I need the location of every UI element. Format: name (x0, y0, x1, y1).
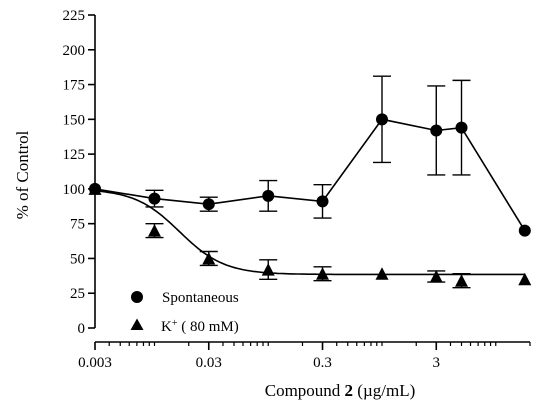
data-point-k-80-mm (429, 270, 443, 283)
data-point-spontaneous (148, 192, 161, 205)
y-tick-label: 225 (63, 8, 86, 24)
legend-marker-k80 (130, 318, 144, 330)
x-axis: 0.003 0.03 0.3 3 (78, 341, 531, 371)
data-point-spontaneous (455, 121, 468, 134)
x-tick-label: 3 (433, 355, 441, 371)
data-point-k-80-mm (455, 274, 469, 287)
y-axis: 0 25 50 75 100 125 150 175 200 225 (63, 8, 96, 337)
fit-curve-k-80-mm (94, 190, 525, 276)
y-tick-label: 50 (70, 251, 85, 267)
legend-label-spontaneous: Spontaneous (162, 290, 239, 306)
y-tick-label: 100 (63, 182, 86, 198)
data-point-k-80-mm (261, 263, 275, 276)
data-point-k-80-mm (88, 182, 102, 195)
x-axis-title: Compound 2 (µg/mL) (265, 381, 416, 400)
y-tick-label: 25 (70, 286, 85, 302)
data-point-spontaneous (316, 195, 329, 208)
y-tick-label: 125 (63, 147, 86, 163)
data-point-k-80-mm (518, 272, 532, 286)
legend-marker-spontaneous (131, 291, 143, 303)
x-tick-label: 0.03 (196, 355, 222, 371)
data-point-k-80-mm (147, 224, 161, 237)
data-point-spontaneous (262, 189, 275, 202)
x-tick-label: 0.003 (78, 355, 112, 371)
series-k-80-mm (88, 182, 532, 289)
data-point-spontaneous (202, 198, 215, 211)
plot-area (88, 75, 532, 289)
y-tick-label: 150 (63, 112, 86, 128)
data-point-k-80-mm (202, 251, 216, 265)
data-point-k-80-mm (316, 267, 330, 280)
series-spontaneous (89, 75, 531, 237)
data-point-spontaneous (518, 224, 531, 237)
y-tick-label: 75 (70, 217, 85, 233)
y-tick-label: 175 (63, 78, 86, 94)
data-point-spontaneous (430, 124, 443, 137)
x-tick-label: 0.3 (313, 355, 332, 371)
legend: Spontaneous K+ ( 80 mM) (130, 290, 239, 336)
y-tick-label: 0 (78, 321, 86, 337)
data-point-spontaneous (375, 113, 388, 126)
y-axis-title: % of Control (13, 130, 32, 219)
y-tick-label: 200 (63, 43, 86, 59)
legend-label-k80: K+ ( 80 mM) (161, 318, 239, 336)
data-point-k-80-mm (375, 267, 389, 280)
